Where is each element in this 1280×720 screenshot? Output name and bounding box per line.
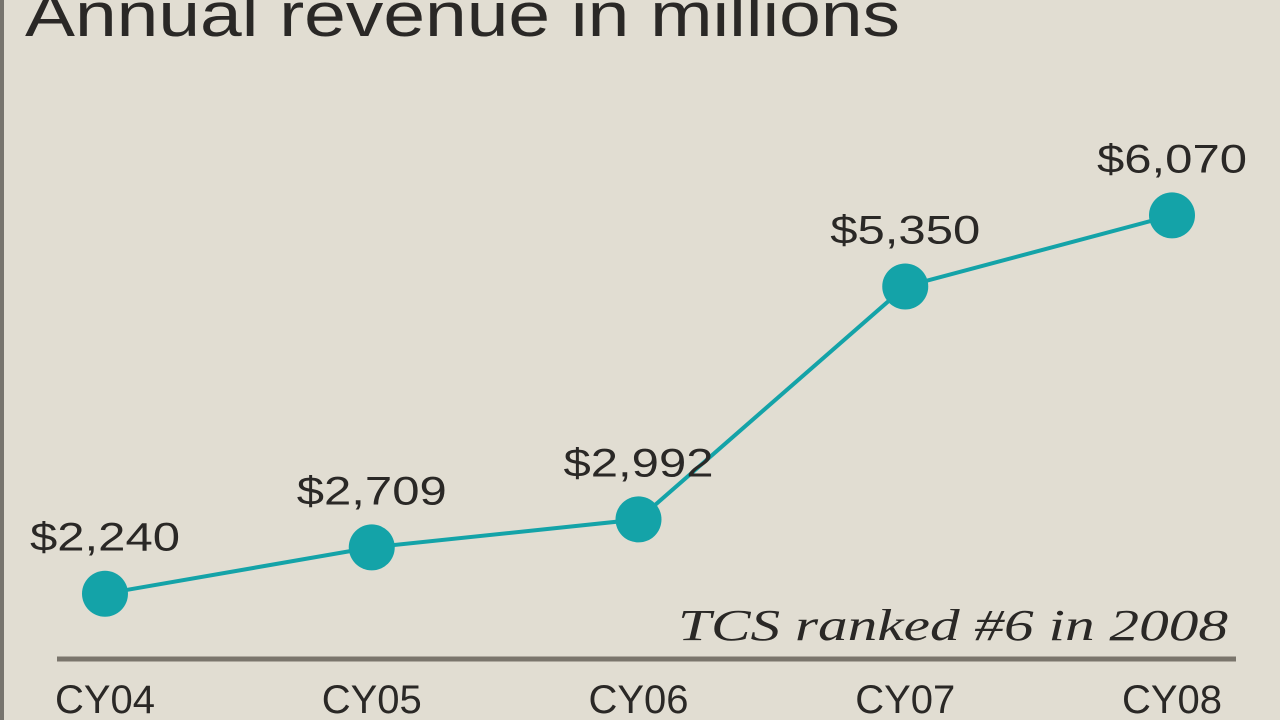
data-point-cy06 — [615, 496, 662, 543]
data-label-cy08: $6,070 — [1097, 137, 1247, 181]
data-label-cy07: $5,350 — [830, 208, 980, 252]
data-label-cy06: $2,992 — [564, 441, 714, 485]
data-point-cy07 — [882, 263, 929, 310]
data-label-cy04: $2,240 — [30, 516, 180, 560]
data-point-cy04 — [82, 570, 128, 617]
data-label-cy05: $2,709 — [297, 469, 447, 513]
x-tick-label-cy05: CY05 — [322, 678, 422, 720]
x-tick-label-cy07: CY07 — [855, 678, 955, 720]
data-point-cy05 — [348, 524, 395, 571]
x-tick-label-cy08: CY08 — [1122, 678, 1222, 720]
x-tick-label-cy06: CY06 — [589, 678, 689, 720]
data-point-cy08 — [1149, 192, 1195, 239]
x-tick-label-cy04: CY04 — [55, 678, 155, 720]
chart-title: Annual revenue in millions — [25, 0, 900, 50]
chart-annotation: TCS ranked #6 in 2008 — [678, 601, 1228, 650]
